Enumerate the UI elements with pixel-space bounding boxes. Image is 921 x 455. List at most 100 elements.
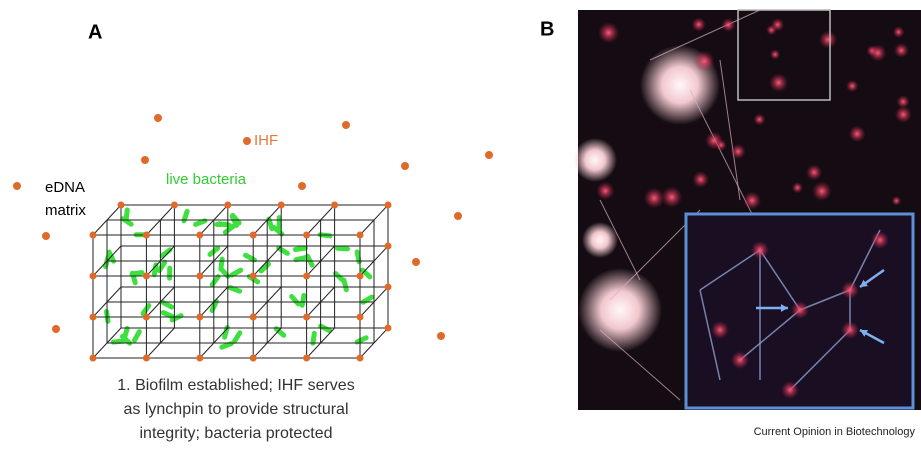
ihf-dot <box>357 314 364 321</box>
bacterium <box>295 248 305 249</box>
caption-line: integrity; bacteria protected <box>140 425 333 442</box>
bacterium <box>296 258 306 260</box>
lattice-line <box>267 328 281 343</box>
caption-line: 1. Biofilm established; IHF serves <box>117 377 354 394</box>
caption-line: as lynchpin to provide structural <box>124 401 349 418</box>
ihf-dot <box>454 212 462 220</box>
ihf-dot <box>90 314 97 321</box>
lattice-line <box>107 287 121 302</box>
credit: Current Opinion in Biotechnology <box>754 426 916 438</box>
lattice-line <box>267 246 281 261</box>
ihf-dot <box>250 355 257 362</box>
red-spot <box>705 132 723 150</box>
lattice-line <box>321 246 335 261</box>
bacterium <box>357 338 366 342</box>
ihf-dot <box>485 151 493 159</box>
ihf-dot <box>437 332 445 340</box>
bacterium <box>338 248 348 249</box>
red-spot <box>812 181 832 201</box>
red-spot <box>743 191 761 209</box>
red-spot <box>692 17 706 31</box>
bacterium <box>302 295 304 305</box>
ihf-dot <box>52 325 60 333</box>
inset-spot <box>871 231 889 249</box>
red-spot <box>694 51 715 72</box>
bacterium <box>232 270 241 275</box>
inset-spot <box>711 321 729 339</box>
bacterium <box>235 333 240 341</box>
ihf-dot <box>278 202 285 209</box>
ihf-dot <box>342 121 350 129</box>
ihf-dot <box>143 232 150 239</box>
red-spot <box>806 164 822 180</box>
lattice-line <box>160 287 174 302</box>
ihf-dot <box>196 314 203 321</box>
red-spot <box>661 186 682 207</box>
figure: A IHF live bacteria eDNA matrix 1. Biofi… <box>0 0 921 455</box>
matrix-label: matrix <box>45 202 86 219</box>
bacterium <box>313 333 314 343</box>
ihf-dot <box>13 182 21 190</box>
red-spot <box>766 25 777 36</box>
ihf-dot <box>143 355 150 362</box>
red-spot <box>754 114 766 126</box>
panel-label: B <box>540 18 554 40</box>
ihf-dot <box>385 202 392 209</box>
inset-spot <box>731 351 749 369</box>
ihf-dot <box>303 273 310 280</box>
ihf-dot <box>224 202 231 209</box>
bacteria-label: live bacteria <box>166 171 247 188</box>
ihf-dot <box>357 273 364 280</box>
red-spot <box>894 43 909 58</box>
bacterium <box>163 313 172 317</box>
cell-cluster <box>573 138 617 182</box>
ihf-dot <box>303 314 310 321</box>
inset-spot <box>841 281 859 299</box>
ihf-dot <box>250 232 257 239</box>
ihf-dot <box>385 325 392 332</box>
red-spot <box>846 80 858 92</box>
red-spot <box>792 182 803 193</box>
ihf-dot <box>143 314 150 321</box>
bacterium <box>357 252 359 262</box>
inset-spot <box>791 301 809 319</box>
red-spot <box>598 22 619 43</box>
red-spot <box>895 106 912 123</box>
ihf-label: IHF <box>254 132 278 149</box>
red-spot <box>721 18 735 32</box>
bacterium <box>184 211 187 221</box>
cell-cluster <box>578 268 662 352</box>
red-spot <box>692 171 709 188</box>
ihf-dot <box>118 202 125 209</box>
red-spot <box>819 31 837 49</box>
lattice-line <box>160 328 174 343</box>
ihf-dot <box>303 232 310 239</box>
ihf-dot <box>90 273 97 280</box>
lattice-line <box>321 287 335 302</box>
bacterium <box>196 221 205 225</box>
bacterium <box>230 288 239 292</box>
matrix-label: eDNA <box>45 179 85 196</box>
red-spot <box>596 182 614 200</box>
ihf-dot <box>357 355 364 362</box>
red-spot <box>849 125 866 142</box>
ihf-dot <box>357 232 364 239</box>
ihf-dot <box>90 355 97 362</box>
ihf-dot <box>331 202 338 209</box>
red-spot <box>893 26 905 38</box>
bacterium <box>163 302 172 307</box>
ihf-dot <box>412 258 420 266</box>
ihf-dot <box>385 243 392 250</box>
bacterium <box>222 344 231 348</box>
cell-cluster <box>582 222 618 258</box>
lattice <box>90 202 392 362</box>
inset-spot <box>751 241 769 259</box>
lattice-line <box>214 287 228 302</box>
ihf-dot <box>196 273 203 280</box>
red-spot <box>770 49 780 59</box>
ihf-dot <box>385 284 392 291</box>
inset-spot <box>781 381 799 399</box>
bacterium <box>134 332 139 341</box>
bacterium <box>363 297 372 302</box>
ihf-dot <box>303 355 310 362</box>
